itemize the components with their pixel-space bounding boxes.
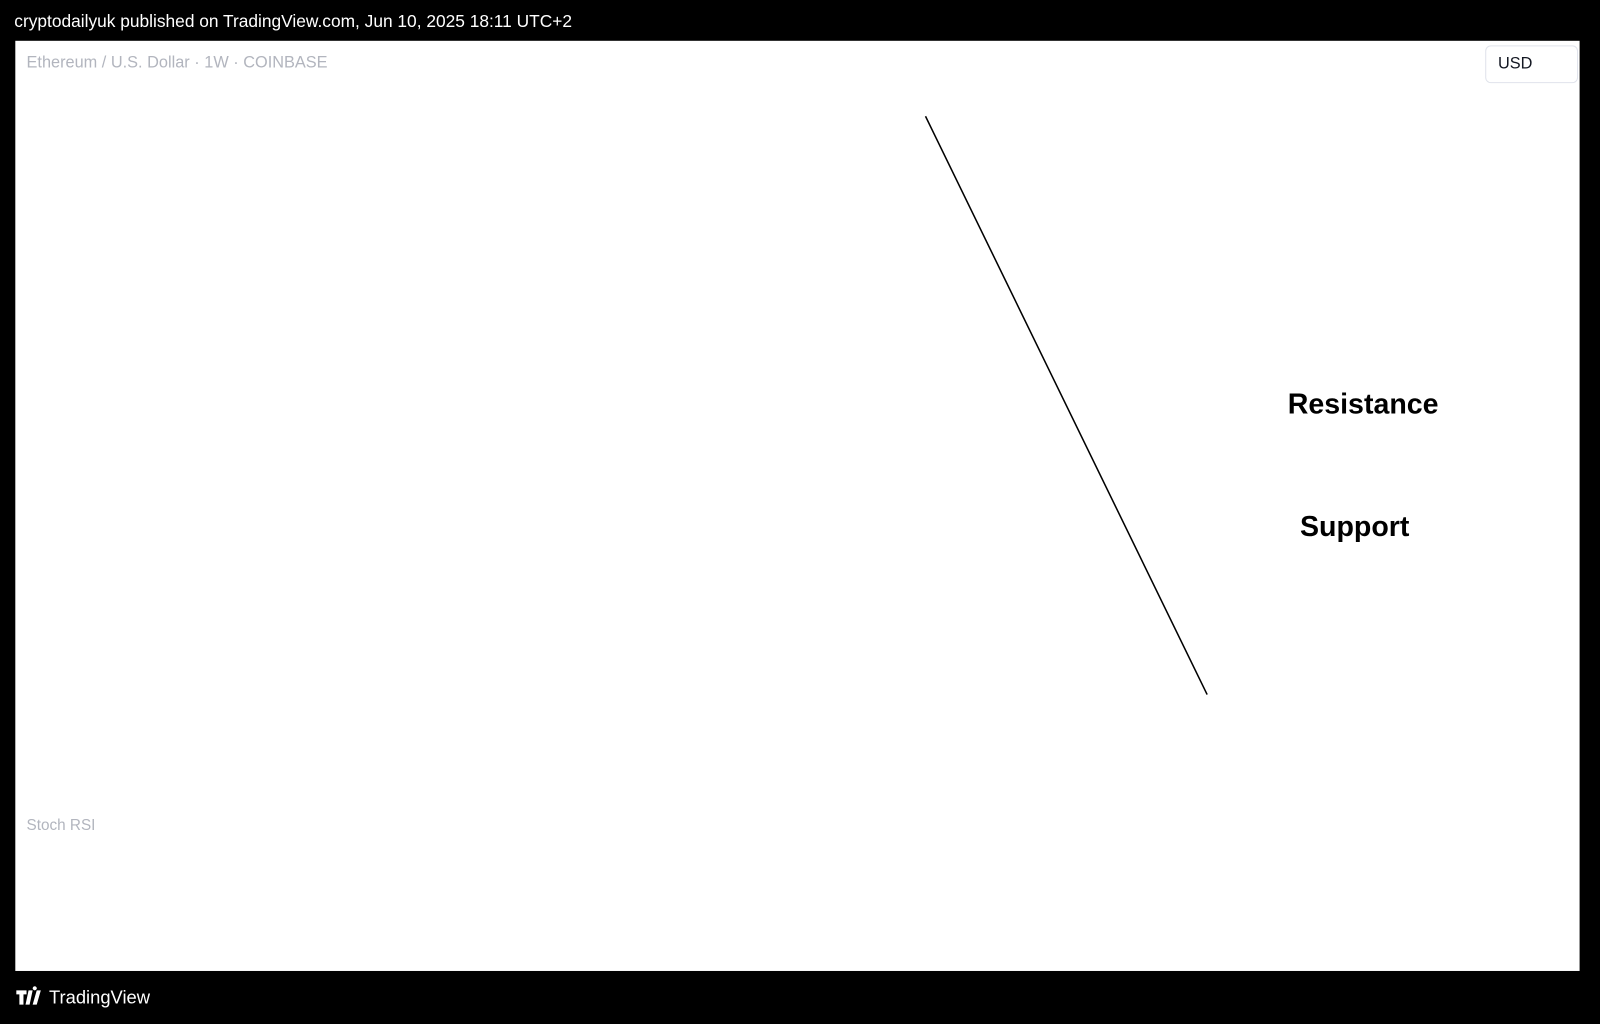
currency-button[interactable] bbox=[1485, 45, 1579, 84]
trend-line bbox=[924, 115, 1208, 695]
currency-label[interactable]: USD bbox=[1498, 55, 1532, 73]
indicator-title: Stoch RSI bbox=[27, 817, 96, 834]
chart-panel bbox=[15, 40, 1580, 971]
header-title: cryptodailyuk published on TradingView.c… bbox=[14, 11, 572, 31]
chart-title: Ethereum / U.S. Dollar · 1W · COINBASE bbox=[27, 54, 328, 72]
annotation: Support bbox=[1300, 511, 1410, 543]
footer: TradingView bbox=[16, 986, 151, 1007]
annotation: Resistance bbox=[1288, 388, 1439, 420]
footer-brand: TradingView bbox=[49, 986, 151, 1007]
logo bbox=[16, 986, 41, 1005]
